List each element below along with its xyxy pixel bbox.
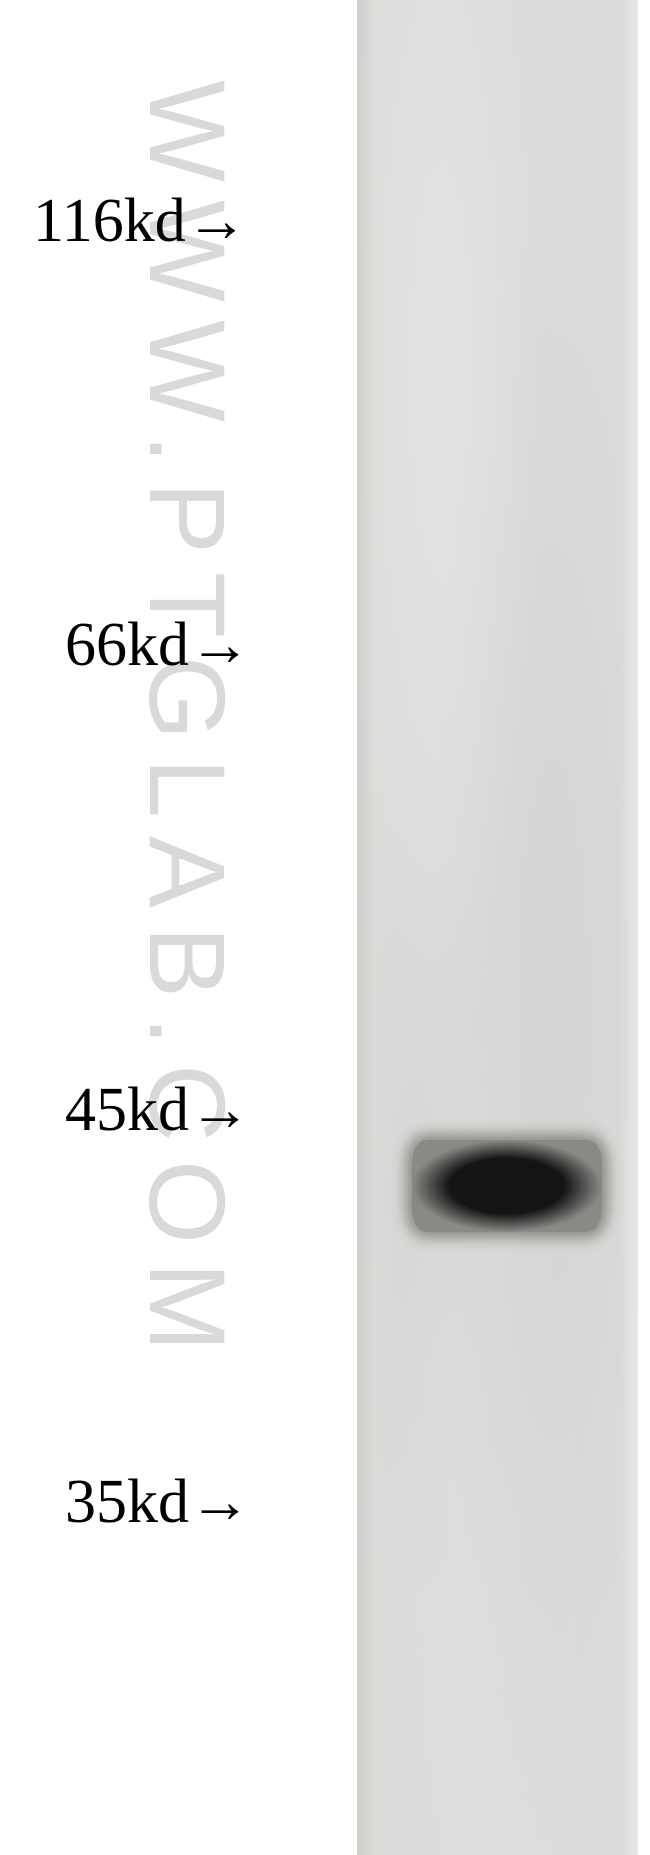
mw-marker-45kd: 45kd→ — [65, 1075, 251, 1146]
blot-lane-background — [357, 0, 638, 1855]
blot-lane — [357, 0, 638, 1855]
mw-marker-35kd: 35kd→ — [65, 1467, 251, 1538]
mw-marker-66kd: 66kd→ — [65, 610, 251, 681]
mw-marker-116kd: 116kd→ — [33, 186, 248, 257]
western-blot-figure: WWW.PTGLAB.COM 116kd→ 66kd→ 45kd→ 35kd→ — [0, 0, 650, 1855]
protein-band-1 — [412, 1140, 602, 1232]
watermark-text: WWW.PTGLAB.COM — [125, 80, 250, 1370]
